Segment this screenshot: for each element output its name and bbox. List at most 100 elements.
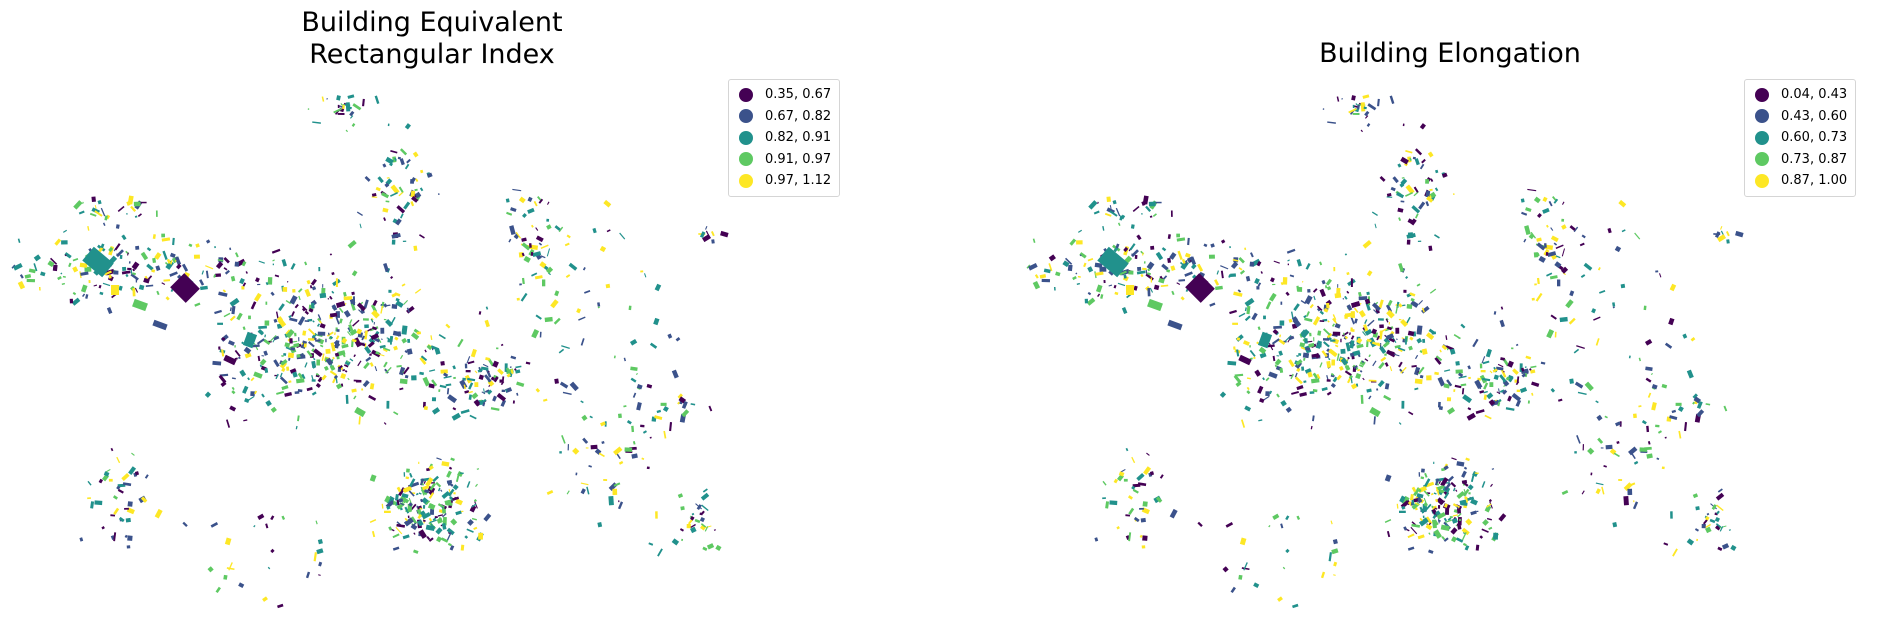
building-footprint xyxy=(110,514,116,517)
building-footprint xyxy=(1569,378,1574,384)
building-footprint xyxy=(100,207,106,217)
building-footprint xyxy=(1720,225,1723,230)
building-footprint xyxy=(1470,474,1475,483)
building-footprint xyxy=(1043,268,1051,274)
building-footprint xyxy=(537,196,542,201)
building-footprint xyxy=(1239,269,1245,275)
building-footprint xyxy=(434,348,441,355)
building-footprint xyxy=(241,286,245,290)
legend-left-item: 0.97, 1.12 xyxy=(739,170,831,192)
building-footprint xyxy=(1314,352,1321,359)
building-footprint xyxy=(1437,401,1441,408)
building-footprint xyxy=(338,364,343,370)
building-footprint xyxy=(1523,238,1527,243)
building-footprint xyxy=(1705,526,1712,534)
building-footprint xyxy=(1417,240,1422,242)
building-footprint xyxy=(1048,254,1056,262)
building-footprint xyxy=(133,201,141,207)
building-footprint xyxy=(354,406,366,418)
building-footprint xyxy=(146,247,152,252)
building-footprint xyxy=(1315,340,1323,349)
building-footprint xyxy=(1503,371,1505,373)
building-footprint xyxy=(1278,350,1283,356)
building-footprint xyxy=(299,352,306,359)
building-footprint xyxy=(411,196,419,203)
building-footprint xyxy=(580,338,585,346)
building-footprint xyxy=(453,376,456,380)
building-footprint xyxy=(1253,582,1260,588)
building-footprint xyxy=(1443,503,1448,508)
building-footprint xyxy=(174,260,177,262)
building-footprint xyxy=(1319,261,1323,266)
building-footprint xyxy=(1330,520,1333,525)
building-footprint xyxy=(1363,324,1369,332)
building-footprint xyxy=(1639,447,1648,452)
building-footprint xyxy=(1486,392,1494,400)
building-footprint xyxy=(1137,482,1147,487)
building-footprint xyxy=(78,210,85,215)
building-footprint xyxy=(1326,391,1332,396)
building-footprint xyxy=(1478,384,1482,390)
building-footprint xyxy=(1452,503,1461,509)
building-footprint xyxy=(1413,498,1418,503)
building-footprint xyxy=(1303,380,1307,383)
building-footprint xyxy=(1116,526,1120,530)
building-footprint xyxy=(1548,200,1553,207)
building-footprint xyxy=(530,224,534,228)
building-footprint xyxy=(1310,378,1320,384)
building-footprint xyxy=(1511,347,1514,350)
building-footprint xyxy=(605,283,611,289)
building-footprint xyxy=(1137,266,1142,271)
building-footprint xyxy=(1246,377,1251,380)
building-footprint xyxy=(284,342,291,348)
building-footprint xyxy=(1659,273,1662,278)
building-footprint xyxy=(419,357,427,365)
building-footprint xyxy=(1364,115,1369,119)
building-footprint xyxy=(1434,478,1440,486)
building-footprint xyxy=(535,388,541,393)
building-footprint xyxy=(348,324,354,332)
building-footprint xyxy=(655,511,658,519)
legend-right-item: 0.60, 0.73 xyxy=(1755,127,1847,149)
building-footprint xyxy=(1334,292,1342,299)
building-footprint xyxy=(195,243,200,248)
building-footprint xyxy=(1350,278,1353,287)
building-footprint xyxy=(1403,526,1408,531)
building-footprint xyxy=(122,266,127,271)
building-footprint xyxy=(1414,148,1423,156)
building-footprint xyxy=(1419,506,1425,514)
building-footprint xyxy=(711,239,715,244)
building-footprint xyxy=(1067,264,1073,272)
building-footprint xyxy=(1424,478,1431,487)
building-footprint xyxy=(1576,345,1585,349)
building-footprint xyxy=(1462,488,1470,497)
building-footprint xyxy=(341,337,348,344)
building-footprint xyxy=(1382,341,1390,348)
building-footprint xyxy=(1410,300,1419,308)
building-footprint xyxy=(359,223,362,229)
building-footprint xyxy=(515,365,522,369)
building-footprint xyxy=(1502,389,1508,395)
building-footprint xyxy=(335,278,338,287)
building-footprint xyxy=(1488,498,1492,503)
building-footprint xyxy=(277,603,284,609)
building-footprint xyxy=(304,362,308,368)
building-footprint xyxy=(680,506,685,511)
building-footprint xyxy=(613,355,616,359)
building-footprint xyxy=(1451,457,1457,461)
building-footprint xyxy=(256,338,265,345)
building-footprint xyxy=(343,364,349,368)
building-footprint xyxy=(311,332,318,339)
building-footprint xyxy=(1498,388,1500,394)
building-footprint xyxy=(351,291,355,296)
building-footprint xyxy=(671,369,679,379)
building-footprint xyxy=(429,508,435,515)
building-footprint xyxy=(1669,283,1677,292)
building-footprint xyxy=(135,277,138,283)
building-footprint xyxy=(1358,296,1368,301)
building-footprint xyxy=(410,516,418,525)
map-title-left-line2: Rectangular Index xyxy=(309,39,555,70)
building-footprint xyxy=(1661,466,1665,470)
building-footprint xyxy=(1437,519,1441,522)
building-footprint xyxy=(420,355,428,362)
